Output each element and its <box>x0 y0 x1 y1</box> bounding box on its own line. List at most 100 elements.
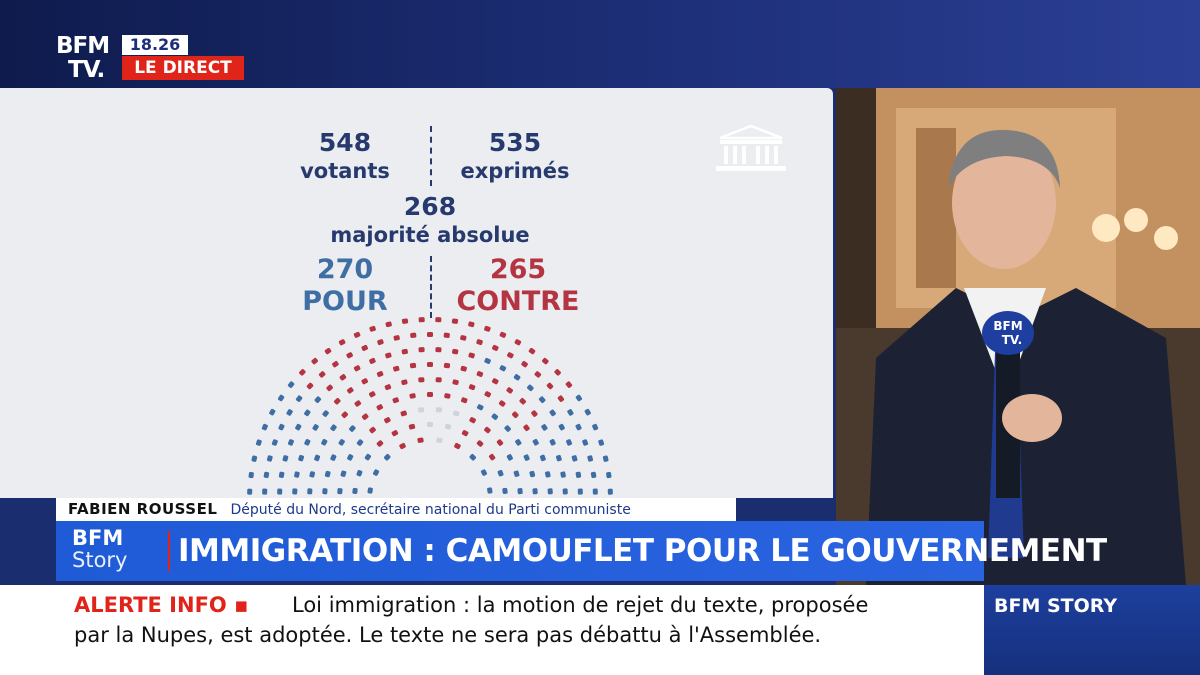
hemicycle-seat <box>575 394 583 402</box>
hemicycle-seat <box>361 413 369 420</box>
hemicycle-seat <box>376 371 384 378</box>
ticker-line-1: Loi immigration : la motion de rejet du … <box>292 593 869 617</box>
hemicycle-seat <box>367 487 373 494</box>
hemicycle-seat <box>443 362 451 369</box>
hemicycle-seat <box>322 410 329 417</box>
hemicycle-seat <box>499 331 507 338</box>
hemicycle-seat <box>504 425 511 432</box>
logo-line-2: TV. <box>68 57 105 83</box>
hemicycle-seat <box>476 339 483 346</box>
hemicycle-seat <box>514 339 522 346</box>
hemicycle-seat <box>409 393 416 399</box>
hemicycle-seat <box>248 471 254 479</box>
hemicycle-seat <box>480 469 488 476</box>
hemicycle-seat <box>338 339 346 346</box>
hemicycle-seat <box>391 430 399 437</box>
hemicycle-seat <box>491 413 499 420</box>
hemicycle-seat <box>443 332 450 338</box>
hemicycle-seat <box>266 455 273 462</box>
hemicycle-seat <box>324 470 331 478</box>
hemicycle-seat <box>499 365 507 372</box>
hemicycle-seat <box>521 361 528 368</box>
hemicycle-seat <box>298 454 305 462</box>
hemicycle-seat <box>324 347 332 355</box>
hemicycle-seat <box>340 470 347 477</box>
live-badge: LE DIRECT <box>122 56 244 80</box>
hemicycle-seat <box>385 321 392 328</box>
hemicycle-seat <box>484 357 491 364</box>
exprimes-label: exprimés <box>460 159 570 183</box>
hemicycle-seat <box>560 471 566 478</box>
hemicycle-seat <box>354 400 362 407</box>
hemicycle-seat <box>356 439 364 446</box>
hemicycle-seat <box>606 471 612 479</box>
headline-bar: BFM Story IMMIGRATION : CAMOUFLET POUR L… <box>56 521 1107 581</box>
hemicycle-seat <box>295 423 302 431</box>
hemicycle-seat <box>476 371 484 378</box>
hemicycle-seat-chart <box>247 317 613 495</box>
hemicycle-seat <box>435 377 442 383</box>
hemicycle-seat <box>400 410 407 417</box>
hemicycle-seat <box>566 439 573 446</box>
hemicycle-seat <box>393 365 400 372</box>
hemicycle-seat <box>607 488 613 495</box>
divider-bottom <box>430 256 432 318</box>
hemicycle-seat <box>452 348 459 355</box>
pour-stat: 270 POUR <box>290 254 400 318</box>
hemicycle-seat <box>484 325 491 332</box>
hemicycle-seat <box>409 362 417 369</box>
hemicycle-seat <box>468 352 475 359</box>
hemicycle-seat <box>444 393 451 399</box>
hemicycle-seat <box>497 469 504 477</box>
hemicycle-seat <box>538 396 546 403</box>
hemicycle-seat <box>361 344 368 351</box>
bfmtv-logo: BFM TV. <box>56 34 118 86</box>
hemicycle-seat <box>565 381 573 388</box>
hemicycle-seat <box>435 347 442 353</box>
hemicycle-seat <box>333 397 341 405</box>
hemicycle-seat <box>330 424 337 432</box>
hemicycle-seat <box>278 471 285 478</box>
hemicycle-seat <box>532 438 539 446</box>
hemicycle-seat <box>531 410 538 417</box>
channel-badge: BFM STORY <box>984 585 1200 675</box>
pour-label: POUR <box>302 286 388 317</box>
hemicycle-seat <box>511 411 519 419</box>
hemicycle-seat <box>532 488 538 495</box>
hemicycle-seat <box>528 347 536 355</box>
channel-label: BFM STORY <box>994 595 1118 617</box>
hemicycle-seat <box>513 374 521 381</box>
hemicycle-seat <box>427 332 433 337</box>
hemicycle-seat <box>346 352 353 359</box>
headline-separator <box>168 531 170 571</box>
hemicycle-seat <box>341 411 349 419</box>
hemicycle-seat <box>372 469 380 476</box>
hemicycle-seat <box>575 471 582 478</box>
chandelier-light-icon <box>1092 214 1120 242</box>
hemicycle-seat <box>453 410 460 417</box>
hemicycle-seat <box>314 454 321 462</box>
hemicycle-seat <box>392 397 399 404</box>
hemicycle-seat <box>554 369 561 376</box>
vote-results-panel: 548 votants 535 exprimés 268 majorité ab… <box>0 88 833 498</box>
hemicycle-seat <box>299 369 306 376</box>
hemicycle-seat <box>401 318 409 324</box>
alert-tag: ALERTE INFO ▪ <box>74 593 249 617</box>
hemicycle-seat <box>368 391 376 398</box>
exprimes-stat: 535 exprimés <box>450 128 580 184</box>
hemicycle-seat <box>496 439 504 446</box>
hemicycle-seat <box>304 409 311 417</box>
hemicycle-seat <box>418 407 425 413</box>
speaker-role: Député du Nord, secrétaire national du P… <box>230 502 631 518</box>
hemicycle-seat <box>469 453 477 461</box>
hemicycle-seat <box>469 417 476 424</box>
clock: 18.26 <box>122 35 188 55</box>
hemicycle-seat <box>460 365 467 372</box>
hemicycle-seat <box>255 439 262 446</box>
hemicycle-seat <box>277 488 283 495</box>
hemicycle-seat <box>549 409 556 417</box>
hemicycle-seat <box>507 352 514 359</box>
hemicycle-seat <box>322 488 328 495</box>
hemicycle-seat <box>401 379 408 386</box>
hemicycle-seat <box>484 426 491 434</box>
